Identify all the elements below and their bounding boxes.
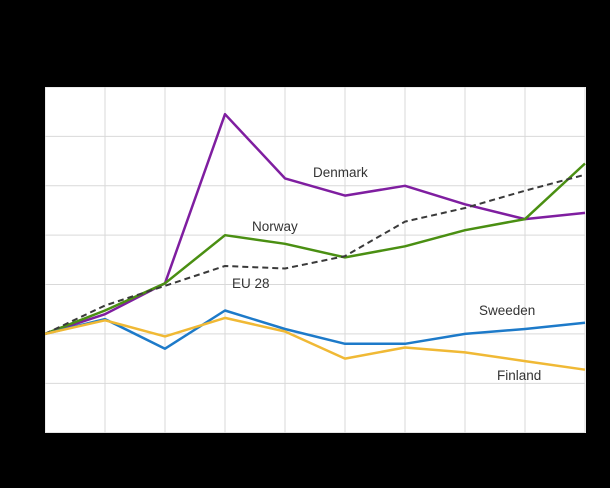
series-line-norway — [45, 162, 586, 336]
series-label-norway: Norway — [252, 219, 298, 234]
plot-area: Denmark Norway EU 28 Sweeden Finland — [45, 87, 586, 433]
series-label-sweeden: Sweeden — [479, 303, 536, 318]
series-label-denmark: Denmark — [313, 165, 368, 180]
series-label-finland: Finland — [497, 368, 542, 383]
series-line-finland — [45, 316, 586, 371]
series-label-eu28: EU 28 — [232, 276, 270, 291]
series-line-sweeden — [45, 309, 586, 350]
series-line-denmark — [45, 112, 586, 336]
line-chart — [45, 87, 586, 433]
series-line-eu-28 — [45, 173, 586, 335]
